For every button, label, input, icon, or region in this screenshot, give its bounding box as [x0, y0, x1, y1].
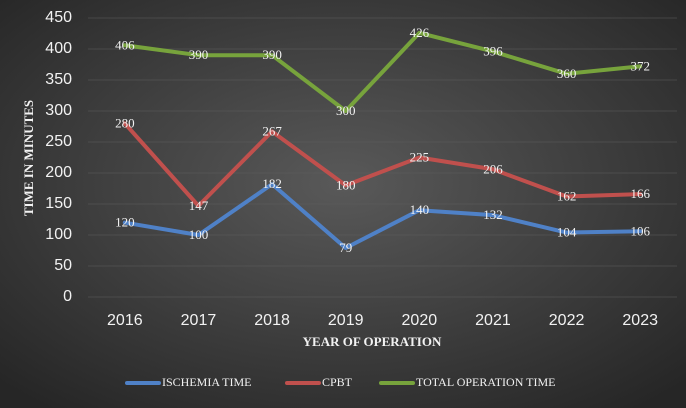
y-tick-label: 100 — [45, 226, 72, 243]
y-tick-label: 0 — [63, 288, 72, 305]
data-label: 180 — [336, 177, 356, 192]
x-tick-label: 2020 — [402, 312, 438, 329]
data-label: 300 — [336, 103, 356, 118]
y-axis-title: TIME IN MINUTES — [21, 100, 36, 216]
y-tick-label: 350 — [45, 71, 72, 88]
data-label: 225 — [410, 149, 430, 164]
legend-label: CPBT — [322, 375, 353, 389]
data-label: 396 — [483, 43, 503, 58]
data-label: 267 — [262, 123, 282, 138]
y-tick-label: 150 — [45, 195, 72, 212]
x-tick-label: 2021 — [475, 312, 511, 329]
data-label: 426 — [410, 25, 430, 40]
legend-label: ISCHEMIA TIME — [162, 375, 251, 389]
data-label: 104 — [557, 225, 577, 240]
y-tick-label: 250 — [45, 133, 72, 150]
x-axis-title: YEAR OF OPERATION — [303, 334, 442, 349]
data-label: 132 — [483, 207, 503, 222]
data-label: 372 — [630, 58, 650, 73]
series-line — [122, 121, 643, 208]
data-label: 406 — [115, 37, 135, 52]
y-tick-label: 300 — [45, 102, 72, 119]
y-tick-label: 200 — [45, 164, 72, 181]
data-label: 390 — [189, 47, 209, 62]
y-tick-label: 450 — [45, 9, 72, 26]
x-tick-label: 2017 — [181, 312, 217, 329]
data-label: 106 — [630, 223, 650, 238]
x-tick-label: 2022 — [549, 312, 585, 329]
x-tick-label: 2023 — [622, 312, 658, 329]
data-label: 206 — [483, 161, 503, 176]
x-tick-label: 2019 — [328, 312, 364, 329]
series-line — [122, 182, 643, 251]
data-label: 166 — [630, 186, 650, 201]
data-label: 162 — [557, 189, 577, 204]
x-tick-label: 2016 — [107, 312, 143, 329]
data-label: 79 — [339, 240, 352, 255]
data-label: 390 — [262, 47, 282, 62]
y-tick-label: 50 — [54, 257, 72, 274]
data-label: 120 — [115, 215, 135, 230]
y-tick-label: 400 — [45, 40, 72, 57]
legend-label: TOTAL OPERATION TIME — [416, 375, 555, 389]
x-tick-label: 2018 — [254, 312, 290, 329]
data-label: 360 — [557, 66, 577, 81]
data-label: 280 — [115, 115, 135, 130]
series-line — [122, 30, 643, 113]
data-label: 147 — [189, 198, 209, 213]
data-label: 182 — [262, 176, 282, 191]
data-label: 100 — [189, 227, 209, 242]
data-label: 140 — [410, 202, 430, 217]
